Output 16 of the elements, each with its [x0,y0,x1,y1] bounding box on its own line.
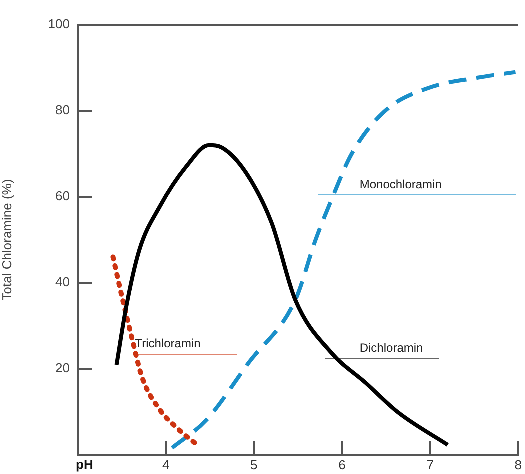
y-tick-label: 20 [56,360,70,376]
series-label: Monochloramin [360,177,442,192]
y-axis-title: Total Chloramine (%) [0,179,14,301]
x-tick-label: 4 [162,457,170,472]
series-label: Dichloramin [360,340,424,355]
x-tick-label: 6 [338,457,346,472]
y-tick-label: 60 [56,188,70,204]
y-tick-label: 40 [56,274,70,290]
y-tick-label: 80 [56,102,70,118]
x-axis-title: pH [76,457,94,472]
line-series [114,143,450,448]
x-tick-label: 5 [250,457,258,472]
x-tick-label: 8 [514,457,522,472]
y-tick-label: 100 [48,16,70,32]
x-tick-label: 7 [426,457,434,472]
series-label: Trichloramin [135,336,201,350]
